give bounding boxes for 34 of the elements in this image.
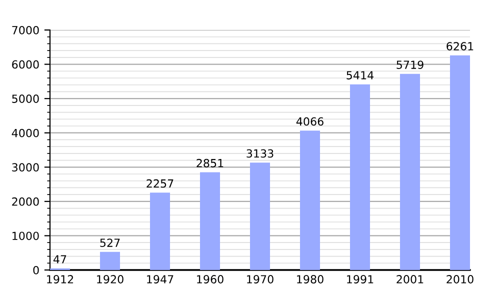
- x-tick-label: 1980: [297, 275, 324, 284]
- bar: [450, 55, 470, 270]
- x-tick-label: 2010: [446, 275, 474, 284]
- x-tick-label: 1947: [147, 275, 174, 284]
- y-tick-label: 6000: [12, 60, 39, 69]
- bar: [150, 192, 170, 270]
- x-tick-label: 1970: [247, 275, 274, 284]
- data-label: 2257: [146, 179, 174, 188]
- y-tick-label: 2000: [12, 197, 39, 206]
- y-tick-label: 7000: [12, 26, 39, 34]
- data-label: 3133: [246, 149, 274, 158]
- bar: [250, 162, 270, 270]
- bar: [100, 252, 120, 270]
- bar: [350, 84, 370, 270]
- data-label: 47: [53, 255, 66, 264]
- y-tick-label: 0: [33, 266, 39, 274]
- bar: [300, 130, 320, 270]
- data-label: 5719: [396, 60, 424, 69]
- data-label: 5414: [346, 71, 374, 80]
- y-tick-label: 4000: [12, 128, 39, 138]
- data-label: 2851: [196, 158, 224, 168]
- y-tick-label: 3000: [12, 163, 39, 172]
- x-tick-label: 1920: [97, 275, 124, 284]
- y-tick-label: 5000: [12, 94, 39, 103]
- x-tick-label: 1991: [347, 275, 374, 284]
- bar: [400, 74, 420, 270]
- data-label: 4066: [296, 117, 324, 126]
- y-tick-label: 1000: [12, 232, 39, 240]
- data-label: 527: [100, 238, 120, 247]
- x-tick-label: 2001: [396, 275, 424, 284]
- x-tick-label: 1960: [197, 275, 224, 284]
- data-label: 6261: [446, 42, 474, 50]
- bar: [200, 172, 220, 270]
- x-tick-label: 1912: [47, 275, 74, 284]
